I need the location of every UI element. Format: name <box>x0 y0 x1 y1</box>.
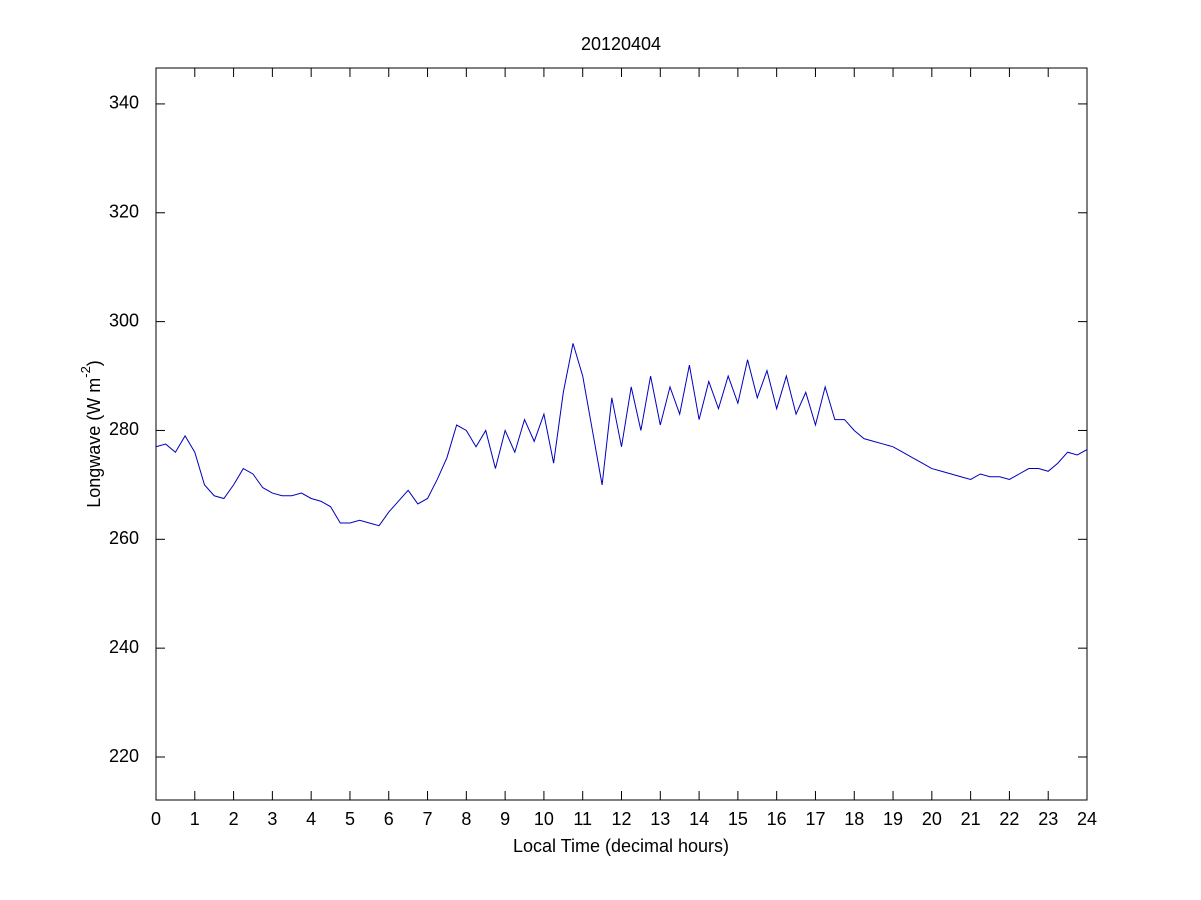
x-tick-label: 16 <box>767 809 787 829</box>
x-tick-label: 11 <box>573 809 592 829</box>
x-tick-label: 23 <box>1038 809 1058 829</box>
x-tick-label: 5 <box>345 809 355 829</box>
x-tick-label: 1 <box>190 809 200 829</box>
x-tick-label: 0 <box>151 809 161 829</box>
data-line <box>155 343 1088 527</box>
x-tick-label: 3 <box>267 809 277 829</box>
x-tick-label: 8 <box>461 809 471 829</box>
x-tick-label: 10 <box>534 809 554 829</box>
x-tick-label: 22 <box>999 809 1019 829</box>
x-tick-label: 4 <box>306 809 316 829</box>
x-tick-label: 2 <box>229 809 239 829</box>
x-tick-label: 14 <box>689 809 709 829</box>
y-label-part: Longwave (W m <box>84 378 104 508</box>
y-label-sup: -2 <box>78 366 93 378</box>
plot-area <box>155 67 1088 801</box>
x-tick-label: 15 <box>728 809 748 829</box>
y-label-part: ) <box>84 360 104 366</box>
y-tick-label: 320 <box>109 202 139 222</box>
x-tick-label: 17 <box>805 809 825 829</box>
x-tick-label: 18 <box>844 809 864 829</box>
x-axis-label: Local Time (decimal hours) <box>513 836 729 856</box>
y-tick-label: 240 <box>109 637 139 657</box>
x-tick-label: 21 <box>961 809 981 829</box>
x-tick-label: 6 <box>384 809 394 829</box>
x-tick-label: 20 <box>922 809 942 829</box>
y-tick-label: 220 <box>109 746 139 766</box>
x-tick-label: 24 <box>1077 809 1097 829</box>
x-tick-label: 7 <box>423 809 433 829</box>
chart-title: 20120404 <box>581 34 661 54</box>
y-tick-label: 340 <box>109 93 139 113</box>
y-axis-label: Longwave (W m-2) <box>78 360 103 508</box>
x-tick-label: 19 <box>883 809 903 829</box>
y-tick-label: 280 <box>109 419 139 439</box>
x-tick-label: 13 <box>650 809 670 829</box>
x-tick-label: 9 <box>500 809 510 829</box>
y-tick-label: 260 <box>109 528 139 548</box>
x-tick-label: 12 <box>611 809 631 829</box>
y-tick-label: 300 <box>109 310 139 330</box>
